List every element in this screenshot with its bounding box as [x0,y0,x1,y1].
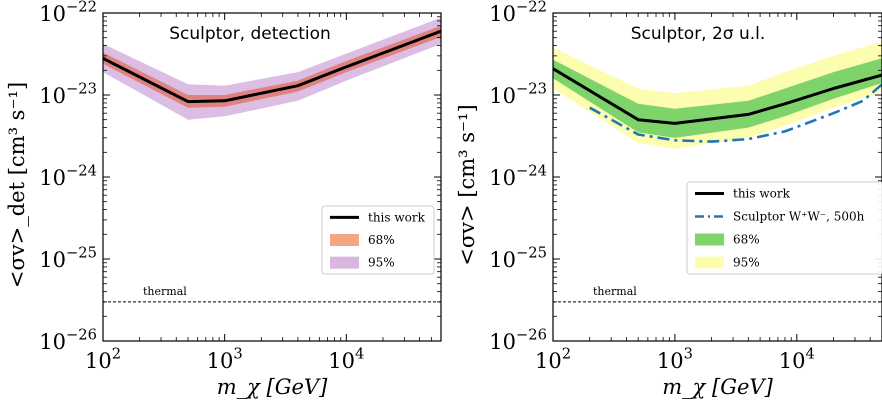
x-tick-label: 102 [85,346,121,373]
x-axis-label: m_χ [GeV] [662,375,773,399]
x-tick-label: 103 [657,346,693,373]
plot-area [103,17,441,303]
legend: this work Sculptor W⁺W⁻, 500h 68% 95% [686,181,882,275]
legend-label: 95% [733,256,760,270]
legend-label: 68% [733,233,760,247]
legend-swatch-patch [695,256,724,269]
y-tick-label: 10−23 [39,81,97,108]
series-line-1 [103,29,441,104]
legend-swatch-patch [330,256,359,269]
chart-title: Sculptor, 2σ u.l. [631,24,766,44]
chart-title: Sculptor, detection [169,24,331,44]
y-tick-label: 10−24 [489,163,547,190]
y-tick-label: 10−25 [489,245,547,272]
y-axis-label: <σv> [cm³ s⁻¹] [455,104,479,266]
band-95pct [103,17,441,120]
legend-label: 68% [368,233,395,247]
legend-swatch-patch [695,233,724,246]
y-tick-label: 10−23 [489,81,547,108]
legend-box [686,181,882,275]
series-line-2 [589,83,882,143]
x-tick-label: 103 [207,346,243,373]
plot-area [553,41,882,303]
y-tick-label: 10−25 [39,245,97,272]
y-tick-label: 10−24 [39,163,97,190]
y-tick-label: 10−26 [39,327,97,354]
x-tick-label: 102 [535,346,571,373]
legend-swatch-patch [330,234,359,246]
y-tick-label: 10−26 [489,327,547,354]
y-tick-label: 10−22 [39,0,97,26]
legend-label: this work [368,210,426,224]
series-line-1 [553,67,882,125]
x-axis-label: m_χ [GeV] [217,375,328,399]
y-axis-label: <σv>_det [cm³ s⁻¹] [5,82,29,288]
legend-label: Sculptor W⁺W⁻, 500h [733,210,865,224]
x-tick-label: 104 [779,346,815,373]
y-tick-label: 10−22 [489,0,547,26]
legend-label: this work [733,187,791,201]
thermal-label: thermal [143,285,187,298]
thermal-label: thermal [593,285,637,298]
legend-label: 95% [368,256,395,270]
x-tick-label: 104 [328,346,364,373]
legend: this work 68% 95% [321,205,435,275]
